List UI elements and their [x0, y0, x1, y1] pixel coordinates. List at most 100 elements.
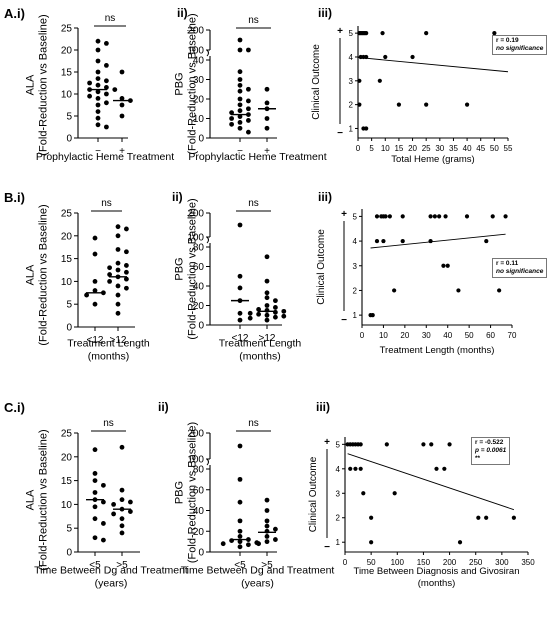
data-point	[104, 124, 109, 130]
data-point	[92, 471, 98, 476]
x-tick-label: 20	[400, 331, 409, 340]
y-tick-label: 5	[66, 524, 72, 535]
y-tick-label: 5	[66, 300, 72, 311]
data-point	[124, 269, 129, 275]
x-tick-label: 150	[417, 558, 431, 567]
data-point	[237, 528, 243, 534]
data-point	[115, 283, 121, 289]
panel-a-label: A.i)	[4, 6, 25, 21]
x-tick-label: 0	[356, 144, 361, 153]
data-point	[104, 63, 109, 68]
data-point	[104, 91, 109, 97]
y-tick-label: 100	[187, 233, 204, 244]
y-tick-label: 100	[187, 455, 204, 466]
y-tick-label: 5	[66, 112, 72, 123]
y-tick-label: 25	[61, 24, 73, 35]
data-point	[95, 69, 101, 75]
data-point	[383, 214, 388, 219]
y-tick-label: 20	[61, 231, 73, 242]
x-tick-label: 200	[443, 558, 457, 567]
data-point	[361, 491, 366, 496]
x-category-label: >5	[116, 560, 128, 571]
data-point	[476, 515, 481, 520]
data-point	[92, 251, 98, 257]
x-axis-title: Time Between Dg and Treatment (years)	[181, 565, 335, 590]
panel-b-i-label: i)	[17, 190, 25, 205]
data-point	[264, 312, 270, 318]
stats-box-b-iii: r = 0.11 no significance	[492, 258, 548, 278]
data-point	[464, 102, 470, 107]
x-axis-title: Time Between Dg and Treatment (years)	[34, 565, 188, 590]
data-point	[92, 516, 98, 522]
data-point	[273, 537, 278, 542]
data-point	[247, 310, 253, 316]
data-point	[264, 295, 270, 301]
y-tick-label: 25	[61, 429, 73, 440]
data-point	[101, 521, 106, 526]
data-point	[87, 93, 92, 99]
data-point	[348, 466, 353, 471]
data-point	[396, 102, 402, 107]
data-point	[127, 509, 133, 514]
data-point	[237, 443, 243, 449]
data-point	[119, 113, 125, 119]
panel-c-label: C.i)	[4, 400, 25, 415]
data-point	[119, 444, 125, 450]
data-point	[428, 214, 433, 219]
data-point	[434, 466, 439, 471]
data-point	[115, 224, 121, 230]
data-point	[264, 278, 270, 284]
data-point	[220, 541, 226, 547]
panel-a-ii-label: ii)	[177, 6, 188, 20]
data-point	[421, 442, 426, 447]
r-value-a-iii: r = 0.19	[496, 37, 519, 44]
y-tick-label: 0	[66, 548, 72, 559]
x-tick-label: 35	[449, 144, 458, 153]
x-category-label: −	[95, 146, 101, 157]
data-point	[490, 214, 495, 219]
y-axis-title: Clinical Outcome	[316, 229, 327, 305]
positive-outcome-marker: +	[324, 437, 330, 448]
data-point	[264, 307, 270, 313]
data-point	[246, 47, 251, 53]
data-point	[492, 31, 497, 36]
data-point	[281, 313, 287, 319]
data-point	[124, 263, 129, 268]
r-value-c-iii: r = -0.522	[475, 439, 504, 446]
x-tick-label: 30	[435, 144, 444, 153]
y-tick-label: 10	[61, 277, 73, 288]
data-point	[119, 69, 125, 75]
y-tick-label: 20	[61, 46, 73, 57]
data-point	[364, 54, 369, 60]
data-point	[92, 478, 98, 483]
data-point	[107, 265, 112, 271]
significance-label: ns	[248, 418, 259, 429]
data-point	[484, 238, 489, 244]
y-tick-label: 3	[336, 489, 341, 498]
panel-a-letter: A.	[4, 6, 17, 21]
x-category-label: <5	[89, 560, 101, 571]
x-axis-title: Treatment Length (months)	[67, 338, 150, 363]
data-point	[246, 98, 251, 104]
data-point	[115, 292, 121, 298]
data-point	[237, 37, 243, 43]
x-category-label: <12	[232, 333, 249, 344]
data-point	[484, 515, 489, 520]
significance-note-a-iii: no significance	[496, 45, 544, 52]
data-point	[511, 515, 516, 520]
data-point	[115, 233, 121, 239]
x-category-label: <12	[87, 335, 104, 346]
x-tick-label: 70	[508, 331, 517, 340]
data-point	[127, 499, 133, 505]
data-point	[443, 214, 448, 219]
y-axis-title: Clinical Outcome	[311, 44, 322, 120]
data-point	[237, 82, 243, 88]
x-tick-label: 60	[486, 331, 495, 340]
data-point	[503, 214, 508, 219]
y-tick-label: 15	[61, 68, 73, 79]
data-point	[380, 31, 385, 36]
data-point	[264, 539, 270, 545]
data-point	[104, 100, 109, 106]
data-point	[246, 86, 251, 92]
